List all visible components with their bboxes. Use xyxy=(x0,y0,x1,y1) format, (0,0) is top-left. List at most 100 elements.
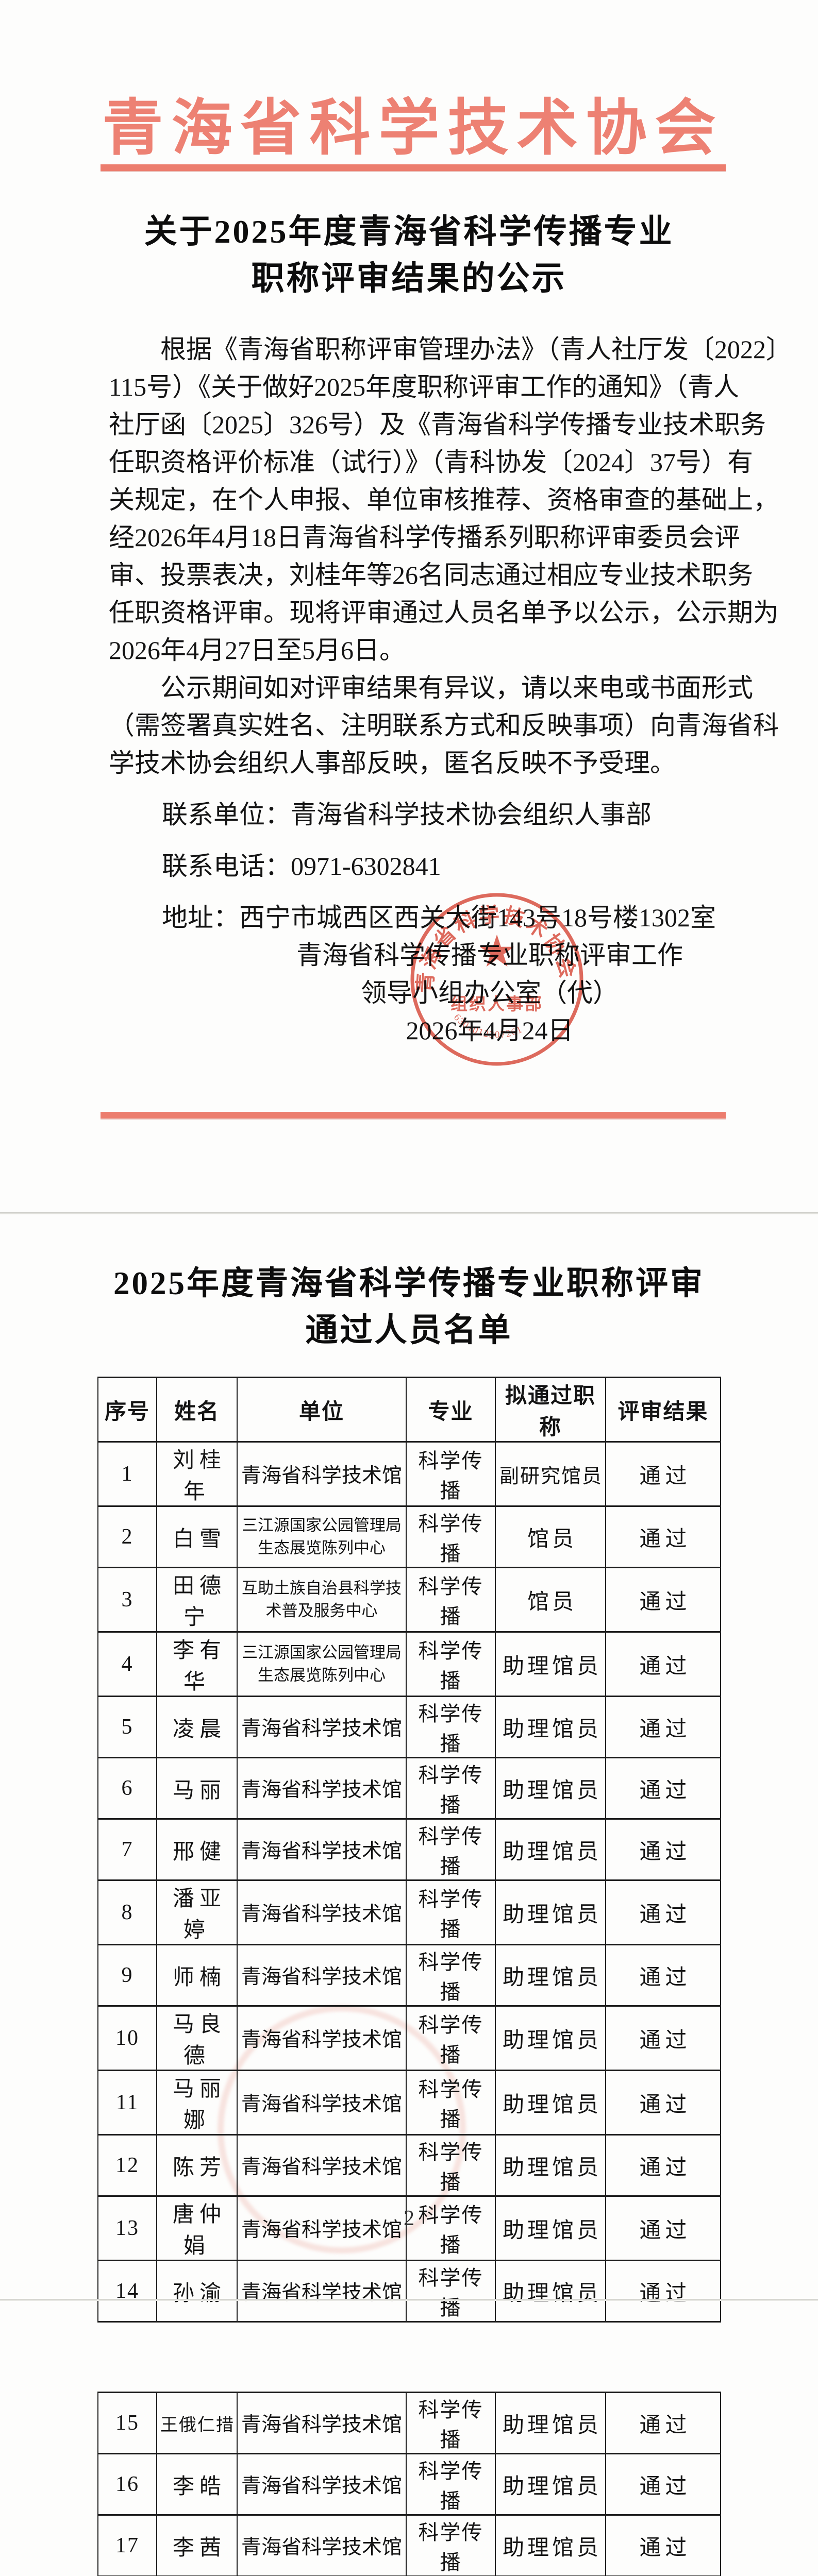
cell-result: 通过 xyxy=(605,2453,721,2516)
text-line: 根据《青海省职称评审管理办法》（青人社厅发〔2022〕 xyxy=(109,335,792,364)
text-line: 115号）《关于做好2025年度职称评审工作的通知》（青人 xyxy=(109,372,740,401)
text-line: 青海省科学传播专业职称评审工作 xyxy=(296,941,683,970)
cell-name: 田德宁 xyxy=(156,1567,238,1633)
header-proposed-title: 拟通过职称 xyxy=(495,1377,606,1443)
text-line: 审、投票表决，刘桂年等26名同志通过相应专业技术职务 xyxy=(109,561,753,589)
cell-major: 科学传播 xyxy=(406,2514,496,2576)
cell-result: 通过 xyxy=(605,2005,721,2071)
table-row: 12 陈芳 青海省科学技术馆 科学传播 助理馆员 通过 xyxy=(97,2134,721,2197)
table-row: 6 马丽 青海省科学技术馆 科学传播 助理馆员 通过 xyxy=(97,1757,721,1820)
table-row: 1 刘桂年 青海省科学技术馆 科学传播 副研究馆员 通过 xyxy=(97,1441,721,1507)
cell-index: 3 xyxy=(97,1567,157,1633)
cell-title: 助理馆员 xyxy=(495,2195,606,2261)
cell-name: 刘桂年 xyxy=(156,1441,238,1507)
cell-result: 通过 xyxy=(605,1944,721,2007)
cell-result: 通过 xyxy=(605,2260,721,2323)
roster-table-page2-wrap: 序号 姓名 单位 专业 拟通过职称 评审结果 1 刘桂年 青海省科学技术馆 科学传播副… xyxy=(97,1377,721,2323)
cell-major: 科学传播 xyxy=(406,2392,496,2454)
document-title-line-2: 职称评审结果的公示 xyxy=(251,260,567,297)
text-line: 任职资格评价标准（试行）》（青科协发〔2024〕37号）有 xyxy=(109,448,753,477)
signature-block: 青海省科学传播专业职称评审工作 领导小组办公室（代） 2026年4月24日 xyxy=(165,937,814,1049)
cell-index: 13 xyxy=(97,2195,157,2261)
page-break-edge-1 xyxy=(0,1212,818,1214)
cell-result: 通过 xyxy=(605,1879,721,1945)
seal-star-icon: ★ xyxy=(477,927,516,976)
cell-unit: 青海省科学技术馆 xyxy=(237,1818,407,1881)
cell-index: 7 xyxy=(97,1818,157,1881)
header-result: 评审结果 xyxy=(605,1377,721,1443)
table-row: 9 师楠 青海省科学技术馆 科学传播 助理馆员 通过 xyxy=(97,1944,721,2007)
cell-unit: 青海省科学技术馆 xyxy=(237,2005,407,2071)
cell-major: 科学传播 xyxy=(406,1631,496,1697)
cell-name: 马良德 xyxy=(156,2005,238,2071)
cell-major: 科学传播 xyxy=(406,2070,496,2136)
cell-index: 4 xyxy=(97,1631,157,1697)
cell-title: 助理馆员 xyxy=(495,2514,606,2576)
cell-index: 6 xyxy=(97,1757,157,1820)
cell-unit: 青海省科学技术馆 xyxy=(237,2514,407,2576)
cell-major: 科学传播 xyxy=(406,1696,496,1758)
text-line: 2026年4月27日至5月6日。 xyxy=(109,636,405,665)
cell-title: 助理馆员 xyxy=(495,2392,606,2454)
cell-title: 助理馆员 xyxy=(495,2453,606,2516)
org-letterhead-title: 青海省科学技术协会 xyxy=(102,95,724,162)
cell-major: 科学传播 xyxy=(406,1818,496,1881)
header-unit: 单位 xyxy=(237,1377,407,1443)
cell-result: 通过 xyxy=(605,2514,721,2576)
cell-result: 通过 xyxy=(605,2134,721,2197)
cell-major: 科学传播 xyxy=(406,2453,496,2516)
cell-major: 科学传播 xyxy=(406,1505,496,1568)
text-line: 领导小组办公室（代） xyxy=(361,978,619,1007)
cell-unit: 青海省科学技术馆 xyxy=(237,1944,407,2007)
cell-index: 8 xyxy=(97,1879,157,1945)
text-line: 公示期间如对评审结果有异议，请以来电或书面形式 xyxy=(109,673,753,702)
cell-major: 科学传播 xyxy=(406,1944,496,2007)
document-title-line-1: 关于2025年度青海省科学传播专业 xyxy=(144,213,674,250)
cell-index: 17 xyxy=(97,2514,157,2576)
table-row: 16 李皓 青海省科学技术馆 科学传播 助理馆员 通过 xyxy=(97,2453,721,2516)
table-row: 7 邢健 青海省科学技术馆 科学传播 助理馆员 通过 xyxy=(97,1818,721,1881)
roster-header-row: 序号 姓名 单位 专业 拟通过职称 评审结果 xyxy=(97,1377,721,1443)
cell-result: 通过 xyxy=(605,1441,721,1507)
cell-unit: 青海省科学技术馆 xyxy=(237,2195,407,2261)
cell-result: 通过 xyxy=(605,1696,721,1758)
cell-title: 助理馆员 xyxy=(495,1696,606,1758)
cell-index: 12 xyxy=(97,2134,157,2197)
cell-result: 通过 xyxy=(605,2392,721,2454)
cell-name: 邢健 xyxy=(156,1818,238,1881)
cell-unit: 青海省科学技术馆 xyxy=(237,2453,407,2516)
cell-major: 科学传播 xyxy=(406,2134,496,2197)
text-line: 2026年4月24日 xyxy=(406,1016,574,1045)
cell-index: 15 xyxy=(97,2392,157,2454)
cell-unit: 青海省科学技术馆 xyxy=(237,1757,407,1820)
cell-unit: 互助土族自治县科学技术普及服务中心 xyxy=(237,1567,407,1633)
header-index: 序号 xyxy=(97,1377,157,1443)
cell-index: 2 xyxy=(97,1505,157,1568)
cell-index: 5 xyxy=(97,1696,157,1758)
cell-index: 1 xyxy=(97,1441,157,1507)
roster-title-line-1: 2025年度青海省科学传播专业职称评审 xyxy=(113,1265,705,1301)
cell-result: 通过 xyxy=(605,2070,721,2136)
cell-unit: 青海省科学技术馆 xyxy=(237,2392,407,2454)
page-break-edge-2 xyxy=(0,2299,818,2301)
cell-name: 凌晨 xyxy=(156,1696,238,1758)
cell-major: 科学传播 xyxy=(406,2260,496,2323)
roster-table-page3-wrap: 15 王俄仁措 青海省科学技术馆 科学传播 助理馆员 通过 16 李皓 青海省科学技术馆 科学传播… xyxy=(97,2392,721,2576)
seal-center-text: 组织人事部 xyxy=(450,995,543,1014)
cell-title: 助理馆员 xyxy=(495,1879,606,1945)
cell-title: 助理馆员 xyxy=(495,1944,606,2007)
table-row: 8 潘亚婷 青海省科学技术馆 科学传播 助理馆员 通过 xyxy=(97,1879,721,1945)
header-name: 姓名 xyxy=(156,1377,238,1443)
cell-name: 孙渝 xyxy=(156,2260,238,2323)
cell-unit: 青海省科学技术馆 xyxy=(237,2070,407,2136)
cell-name: 马丽 xyxy=(156,1757,238,1820)
cell-major: 科学传播 xyxy=(406,1567,496,1633)
roster-table-page3: 15 王俄仁措 青海省科学技术馆 科学传播 助理馆员 通过 16 李皓 青海省科学技术馆 科学传播… xyxy=(97,2392,721,2576)
cell-result: 通过 xyxy=(605,1567,721,1633)
table-row: 11 马丽娜 青海省科学技术馆 科学传播 助理馆员 通过 xyxy=(97,2070,721,2136)
table-row: 10 马良德 青海省科学技术馆 科学传播 助理馆员 通过 xyxy=(97,2005,721,2071)
roster-body-page2: 1 刘桂年 青海省科学技术馆 科学传播 副研究馆员 通过 2 白雪 三江源国家公园管理局生态展览… xyxy=(97,1441,721,2323)
text-line: 学技术协会组织人事部反映，匿名反映不予受理。 xyxy=(109,749,676,777)
table-row: 4 李有华 三江源国家公园管理局生态展览陈列中心 科学传播 助理馆员 通过 xyxy=(97,1631,721,1697)
cell-name: 白雪 xyxy=(156,1505,238,1568)
